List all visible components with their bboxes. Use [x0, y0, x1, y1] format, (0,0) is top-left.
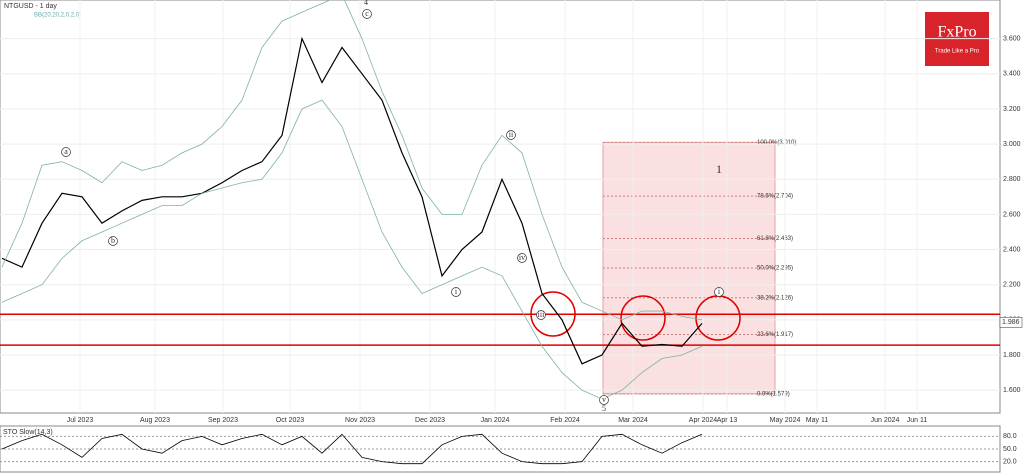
x-tick-label: Dec 2023 [415, 417, 445, 424]
fib-label: 50.0%(2.295) [757, 266, 793, 272]
series-line [1, 0, 703, 321]
annotation: i [455, 287, 458, 296]
x-tick-label: Oct 2023 [276, 417, 305, 424]
y-tick-label: 3.400 [1003, 71, 1021, 78]
highlight-circle [620, 295, 666, 341]
indicator-label: BB(20,20,2,0,2,0) [34, 13, 81, 19]
x-tick-label: Jun 2024 [871, 417, 900, 424]
logo-brand: FxPro [937, 24, 976, 41]
oscillator-tick-label: 80.0 [1003, 433, 1017, 440]
x-tick-label: Nov 2023 [345, 417, 375, 424]
annotation: b [111, 236, 115, 245]
y-tick-label: 3.200 [1003, 106, 1021, 113]
x-tick-label: Feb 2024 [550, 417, 580, 424]
y-tick-label: 1.800 [1003, 352, 1021, 359]
annotation: a [64, 147, 68, 156]
plot-frame [0, 0, 1001, 414]
annotation-circle [599, 395, 609, 405]
fib-label: 23.6%(1.917) [757, 332, 793, 338]
annotation: c [365, 9, 369, 18]
annotation: 4 [364, 0, 368, 7]
annotation: 5 [602, 404, 606, 413]
oscillator-tick-label: 20.0 [1003, 458, 1017, 465]
y-tick-label: 2.400 [1003, 246, 1021, 253]
annotation-circle [506, 130, 516, 140]
x-tick-label: May 2024 [770, 417, 801, 424]
annotation: ii [509, 130, 514, 139]
logo-tagline: Trade Like a Pro [935, 49, 980, 55]
oscillator-tick-label: 50.0 [1003, 446, 1017, 453]
fib-label: 61.8%(2.463) [757, 236, 793, 242]
y-tick-label: 2.800 [1003, 176, 1021, 183]
annotation-circle [536, 310, 546, 320]
fib-label: 0.0%(1.579) [757, 391, 790, 397]
oscillator-title: STO Slow(14,3) [3, 429, 53, 436]
annotation-circle [362, 9, 372, 19]
fib-label: 78.6%(2.704) [757, 194, 793, 200]
series-line [1, 36, 703, 365]
y-tick-label: 1.600 [1003, 387, 1021, 394]
annotation: i [718, 287, 721, 296]
annotation-circle [517, 253, 527, 263]
annotation: v [602, 395, 606, 404]
x-tick-label: Jul 2023 [67, 417, 94, 424]
y-tick-label: 3.000 [1003, 141, 1021, 148]
fib-label: 100.0%(3.010) [757, 140, 796, 146]
x-tick-label: Aug 2023 [140, 417, 170, 424]
fib-label: 38.2%(2.126) [757, 295, 793, 301]
x-tick-label: May 11 [806, 417, 829, 424]
x-tick-label: Sep 2023 [208, 417, 238, 424]
x-tick-label: Mar 2024 [618, 417, 648, 424]
annotation: iv [519, 253, 525, 262]
annotation-circle [714, 287, 724, 297]
annotation-circle [108, 236, 118, 246]
x-tick-label: Jan 2024 [481, 417, 510, 424]
x-tick-label: Apr 13 [717, 417, 738, 424]
last-price-label: 1.986 [1002, 319, 1020, 326]
last-price-box [999, 317, 1023, 328]
chart-title: NTGUSD - 1 day [4, 3, 57, 10]
oscillator-line [1, 433, 703, 465]
y-tick-label: 2.600 [1003, 211, 1021, 218]
y-tick-label: 3.600 [1003, 36, 1021, 43]
y-tick-label: 2.200 [1003, 282, 1021, 289]
annotation-circle [61, 147, 71, 157]
oscillator-frame [0, 425, 1001, 473]
series-line [1, 99, 703, 400]
x-tick-label: Apr 2024 [689, 417, 718, 424]
x-tick-label: Jun 11 [907, 417, 928, 424]
annotation: iii [538, 310, 545, 319]
annotation-circle [451, 287, 461, 297]
highlight-circle [530, 291, 576, 337]
annotation: 1 [716, 162, 722, 176]
